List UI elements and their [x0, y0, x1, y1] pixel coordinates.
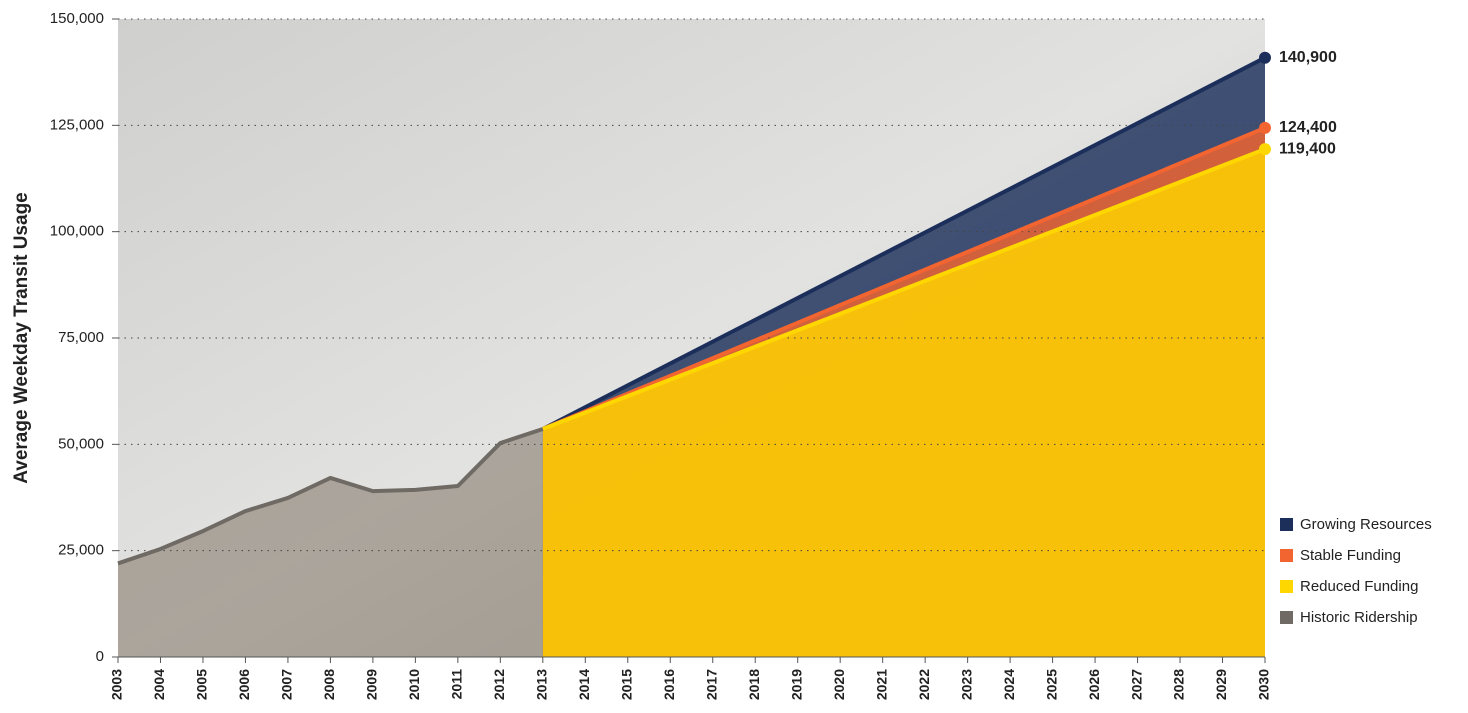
x-tick-label: 2010	[406, 669, 422, 700]
data-label: 119,400	[1279, 140, 1336, 157]
y-tick-label: 150,000	[50, 10, 104, 27]
data-label: 140,900	[1279, 49, 1337, 66]
x-tick-label: 2011	[449, 669, 465, 700]
x-tick-label: 2024	[1001, 669, 1017, 700]
y-tick-label: 100,000	[50, 223, 104, 240]
x-tick-label: 2013	[534, 669, 550, 700]
legend-label: Stable Funding	[1300, 547, 1401, 564]
x-tick-label: 2026	[1086, 669, 1102, 700]
area	[542, 149, 1265, 658]
line	[542, 147, 1266, 431]
legend-swatch	[1280, 549, 1293, 562]
y-tick-label: 25,000	[58, 542, 104, 559]
y-tick-label: 0	[96, 648, 104, 665]
x-tick-label: 2021	[873, 669, 889, 700]
x-tick-label: 2005	[194, 669, 210, 700]
x-tick-label: 2017	[703, 669, 719, 700]
end-point	[1259, 121, 1271, 134]
area	[118, 429, 543, 657]
x-tick-label: 2028	[1171, 669, 1187, 700]
y-tick-label: 50,000	[58, 435, 104, 452]
x-tick-label: 2015	[618, 669, 634, 700]
line	[541, 55, 1266, 431]
legend-swatch	[1280, 580, 1293, 593]
x-tick-label: 2008	[321, 669, 337, 700]
end-point	[1259, 143, 1271, 156]
legend-label: Growing Resources	[1300, 516, 1432, 533]
x-tick-label: 2025	[1043, 669, 1059, 700]
x-tick-label: 2027	[1128, 669, 1144, 700]
line	[542, 126, 1266, 431]
x-tick-label: 2006	[236, 669, 252, 700]
x-tick-label: 2018	[746, 669, 762, 700]
y-axis-label: Average Weekday Transit Usage	[11, 192, 32, 483]
x-tick-label: 2007	[279, 669, 295, 700]
x-tick-label: 2030	[1256, 669, 1272, 700]
x-tick-label: 2020	[831, 669, 847, 700]
legend-label: Historic Ridership	[1300, 609, 1418, 626]
data-label: 124,400	[1279, 119, 1337, 136]
x-tick-label: 2003	[109, 669, 125, 700]
legend-swatch	[1280, 611, 1293, 624]
x-tick-label: 2016	[661, 669, 677, 700]
line	[117, 427, 544, 566]
x-tick-label: 2012	[491, 669, 507, 700]
legend-label: Reduced Funding	[1300, 578, 1418, 595]
x-tick-label: 2009	[364, 669, 380, 700]
x-tick-label: 2023	[958, 669, 974, 700]
x-tick-label: 2014	[576, 669, 592, 700]
x-tick-label: 2022	[916, 669, 932, 700]
x-tick-label: 2029	[1213, 669, 1229, 700]
end-point	[1259, 51, 1271, 64]
y-tick-label: 125,000	[50, 116, 104, 133]
x-tick-label: 2004	[151, 669, 167, 700]
x-tick-label: 2019	[788, 669, 804, 700]
y-tick-label: 75,000	[58, 329, 104, 346]
legend-swatch	[1280, 518, 1293, 531]
